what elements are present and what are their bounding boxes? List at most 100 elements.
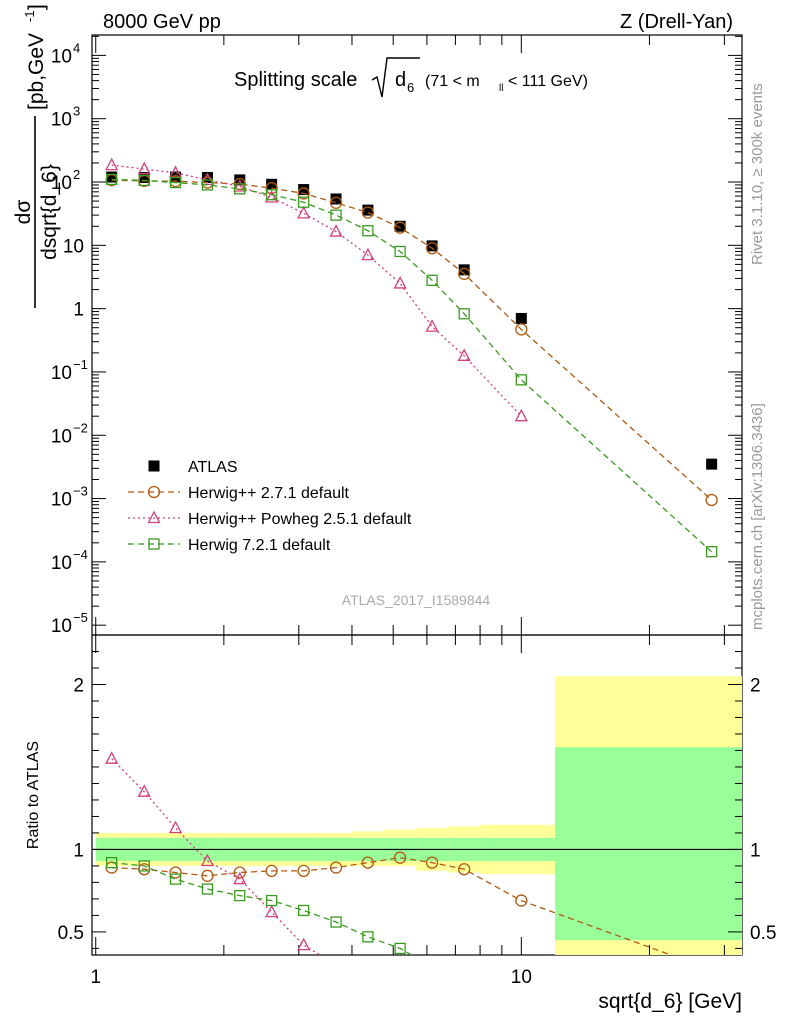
title-sub: 6	[407, 80, 414, 95]
sqrt-sign-icon	[371, 57, 420, 98]
ratio-tick-label: 1	[73, 840, 84, 861]
ratio-bands	[92, 676, 742, 955]
herwig271-point	[297, 187, 310, 200]
herwig721-point	[148, 538, 160, 550]
herwig271-point	[329, 196, 343, 209]
y-tick-label: 10	[63, 236, 84, 257]
ylabel-unit: [pb,GeV	[25, 33, 48, 110]
x-tick-label: 10	[511, 967, 532, 988]
powheg-point	[200, 853, 215, 867]
powheg-point	[265, 190, 279, 203]
main-series	[105, 157, 718, 558]
herwig271-point	[297, 864, 310, 878]
header-left: 8000 GeV pp	[103, 11, 221, 33]
atlas-point	[515, 312, 527, 324]
herwig721-point	[362, 931, 374, 943]
herwig721-point	[330, 916, 342, 928]
legend: ATLAS Herwig++ 2.7.1 default Herwig++ Powh…	[128, 459, 412, 554]
powheg-point	[137, 161, 151, 175]
herwig271-point	[393, 851, 407, 864]
y-tick-label: 10	[51, 553, 72, 574]
powheg-point	[297, 937, 311, 951]
powheg-point	[265, 904, 279, 918]
powheg-point	[361, 247, 375, 261]
legend-label: Herwig 7.2.1 default	[188, 537, 331, 554]
ylabel-unit-end: ]	[25, 4, 48, 10]
y-tick-exponent: −5	[73, 610, 88, 625]
herwig271-point	[458, 267, 471, 280]
herwig271-point	[393, 221, 407, 234]
title-main: Splitting scale	[234, 69, 357, 91]
y-tick-label: 10	[51, 490, 72, 511]
herwig271-point	[329, 861, 343, 874]
ratio-ylabel: Ratio to ATLAS	[25, 741, 42, 849]
y-tick-exponent: −3	[73, 484, 88, 499]
y-tick-exponent: −4	[73, 547, 88, 562]
header-right: Z (Drell-Yan)	[620, 11, 733, 33]
y-tick-label: 10	[51, 110, 72, 131]
y-tick-exponent: −2	[73, 420, 88, 435]
y-tick-label: 10	[51, 363, 72, 384]
atlas-point	[394, 220, 406, 232]
herwig721-point	[515, 374, 527, 386]
herwig271-point	[201, 869, 214, 882]
atlas-point	[298, 184, 310, 196]
x-axis-label: sqrt{d_6} [GeV]	[598, 990, 742, 1013]
ratio-tick-label: 0.5	[58, 923, 84, 944]
atlas-point	[362, 204, 374, 216]
herwig271-point	[265, 864, 278, 878]
herwig271-point	[233, 866, 246, 879]
herwig721-point	[201, 179, 214, 191]
herwig721-point	[201, 883, 214, 895]
ratio-series	[105, 751, 673, 955]
atlas-point	[706, 458, 718, 470]
herwig271-point	[515, 323, 528, 336]
watermark: ATLAS_2017_I1589844	[342, 592, 491, 608]
herwig721-point	[265, 894, 278, 907]
herwig721-point	[265, 189, 278, 201]
powheg-point	[297, 205, 311, 219]
h271-line	[111, 179, 713, 501]
herwig721-point	[330, 209, 342, 221]
herwig271-point	[425, 856, 439, 869]
powheg-point	[105, 751, 119, 764]
powheg-point	[137, 784, 151, 797]
title-range: (71 < m	[425, 73, 480, 90]
powheg-point	[233, 871, 247, 885]
title-range-sub: ll	[499, 83, 503, 94]
herwig271-point	[169, 866, 182, 879]
herwig721-point	[705, 546, 718, 558]
atlas-point	[330, 193, 342, 205]
herwig721-point	[234, 183, 246, 195]
side-label-rivet: Rivet 3.1.10, ≥ 300k events	[749, 83, 766, 265]
y-tick-label: 1	[73, 300, 84, 321]
ratio-band-inner	[555, 747, 742, 941]
atlas-point	[266, 178, 278, 190]
y-tick-exponent: 4	[73, 40, 80, 55]
herwig271-point	[458, 863, 471, 876]
herwig721-point	[234, 889, 246, 902]
herwig271-point	[361, 206, 375, 219]
herwig721-point	[138, 860, 150, 872]
side-label-mcplots: mcplots.cern.ch [arXiv:1306.3436]	[749, 403, 766, 630]
ratio-tick-label: 2	[73, 675, 84, 696]
powheg-point	[457, 348, 471, 361]
herwig721-point	[298, 196, 310, 208]
legend-label: ATLAS	[188, 459, 238, 476]
powheg-point	[233, 179, 247, 192]
hpow-line	[111, 164, 522, 417]
herwig721-point	[169, 176, 182, 189]
herwig271-point	[265, 182, 278, 195]
legend-label: Herwig++ Powheg 2.5.1 default	[188, 511, 412, 528]
herwig721-point	[362, 225, 374, 237]
atlas-point	[426, 240, 438, 252]
atlas-point	[458, 264, 470, 276]
herwig721-point	[458, 308, 470, 320]
atlas-point	[138, 171, 150, 183]
herwig721-point	[426, 274, 438, 286]
powheg-point	[168, 820, 183, 834]
ratio-tick-label: 0.5	[750, 923, 776, 944]
ylabel-numerator: dσ	[12, 200, 35, 225]
ratio-series-clipped	[105, 751, 673, 955]
ratio-tick-label: 1	[750, 840, 761, 861]
